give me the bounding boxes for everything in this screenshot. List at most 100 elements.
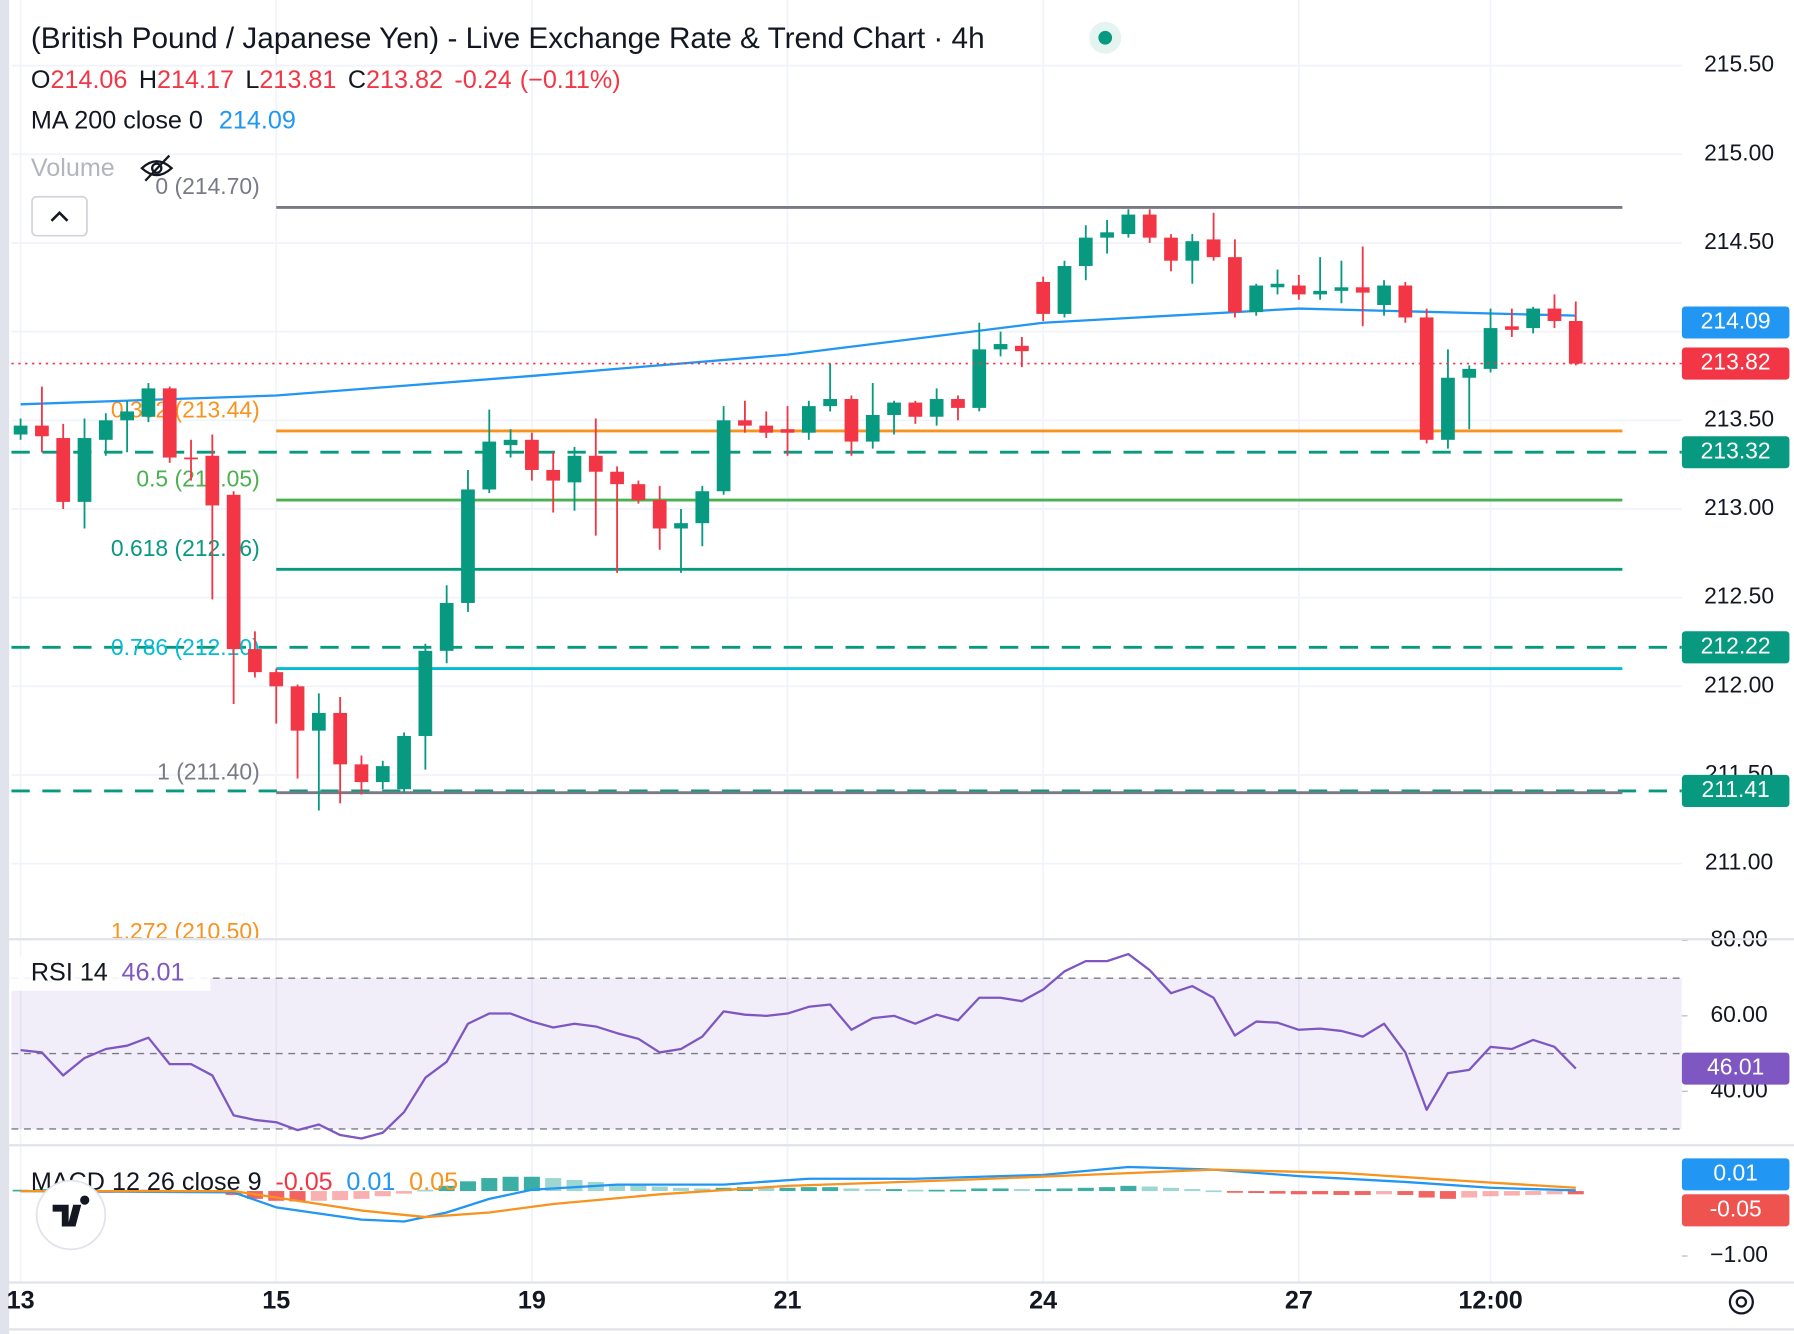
macd-histogram-bar	[438, 1185, 455, 1192]
rsi-tick-label: 60.00	[1710, 1001, 1767, 1027]
rsi-value: 46.01	[122, 958, 185, 986]
candle-body	[865, 414, 880, 442]
macd-histogram-bar	[1312, 1191, 1329, 1195]
candle-body	[1206, 239, 1221, 258]
ohlc-label: O	[31, 66, 51, 94]
macd-histogram-bar	[630, 1185, 647, 1192]
chart-title: (British Pound / Japanese Yen) - Live Ex…	[31, 22, 985, 55]
macd-histogram-bar	[566, 1180, 583, 1192]
macd-hist-value: -0.05	[275, 1168, 332, 1196]
candle-body	[908, 402, 923, 417]
hidden-eye-icon[interactable]	[140, 154, 174, 182]
candle-body	[993, 344, 1008, 350]
y-tick-label: 212.50	[1704, 583, 1774, 609]
candle-body	[674, 523, 688, 529]
y-tick-label: 215.00	[1704, 139, 1774, 165]
candle-body	[1568, 320, 1583, 364]
macd-histogram-bar	[822, 1187, 839, 1192]
macd-tick-label: −1.00	[1710, 1241, 1768, 1267]
left-edge	[0, 0, 10, 1334]
macd-histogram-bar	[374, 1191, 391, 1197]
ohlc-label: H	[139, 66, 157, 94]
status-dot	[1098, 30, 1113, 45]
ohlc-value: 213.82	[366, 66, 443, 94]
macd-badge-bg	[1681, 1158, 1790, 1191]
candle-body	[205, 455, 220, 506]
macd-histogram-bar	[971, 1188, 988, 1192]
x-tick-label: 12:00	[1458, 1287, 1522, 1315]
macd-histogram-bar	[1482, 1191, 1499, 1197]
collapse-button[interactable]	[31, 195, 88, 237]
y-tick-label: 213.50	[1704, 405, 1774, 431]
candle-body	[141, 388, 156, 417]
candle-body	[184, 457, 198, 460]
macd-pane	[12, 1165, 1584, 1223]
macd-histogram-bar	[1077, 1187, 1094, 1192]
candle-body	[1462, 368, 1477, 378]
rsi-badge-bg	[1681, 1052, 1790, 1085]
macd-histogram-bar	[1035, 1189, 1052, 1192]
macd-histogram-bar	[779, 1187, 796, 1192]
macd-legend: MACD 12 26 close 9 -0.05 0.01 0.05	[31, 1168, 458, 1196]
candle-body	[1100, 232, 1114, 238]
candle-body	[162, 388, 177, 458]
macd-histogram-bar	[694, 1188, 711, 1192]
candle-body	[1121, 214, 1136, 235]
macd-histogram-bar	[992, 1188, 1009, 1192]
ohlc-value: 214.06	[50, 66, 127, 94]
candle-body	[98, 420, 113, 440]
macd-histogram-bar	[1525, 1191, 1542, 1195]
candle-body	[1057, 266, 1072, 314]
macd-badge: 0.01	[1713, 1159, 1758, 1185]
candle-body	[1142, 214, 1157, 238]
ma-line	[20, 307, 1576, 406]
candle-body	[695, 491, 710, 524]
candle-body	[546, 469, 561, 481]
candle-body	[1504, 326, 1519, 330]
candle-body	[801, 406, 816, 433]
candle-body	[951, 399, 965, 408]
level-badge-bg	[1681, 774, 1790, 807]
candle-body	[716, 420, 731, 492]
candle-body	[1483, 328, 1498, 369]
macd-histogram-bar	[310, 1191, 327, 1201]
signal-value: 0.05	[409, 1168, 458, 1196]
candle-body	[1249, 285, 1264, 313]
ma-badge-bg	[1681, 306, 1790, 339]
macd-histogram-bar	[949, 1189, 966, 1192]
macd-histogram-bar	[1503, 1191, 1520, 1196]
candle-body	[738, 420, 752, 426]
ohlc-value: 213.81	[259, 66, 336, 94]
macd-histogram-bar	[843, 1188, 860, 1192]
candle-body	[1398, 285, 1413, 318]
y-tick-label: 214.50	[1704, 228, 1774, 254]
macd-histogram-bar	[1184, 1189, 1201, 1192]
candle-body	[610, 471, 624, 485]
fib-label: 0 (214.70)	[155, 173, 259, 199]
collapse-icon	[50, 211, 69, 222]
candle-body	[56, 438, 71, 502]
macd-histogram-bar	[1418, 1191, 1435, 1198]
macd-histogram-bar	[353, 1191, 370, 1199]
macd-histogram-bar	[673, 1187, 690, 1192]
candle-body	[333, 712, 348, 765]
histogram-badge: -0.05	[1710, 1195, 1762, 1221]
macd-histogram-bar	[651, 1186, 668, 1192]
fib-label: 1 (211.40)	[157, 758, 260, 784]
ohlc-row: O214.06 H214.17 L213.81 C213.82 -0.24 (−0.11%…	[31, 66, 621, 94]
candle-body	[588, 455, 603, 472]
candle-body	[1355, 287, 1370, 293]
macd-line	[20, 1165, 1576, 1223]
macd-histogram-bar	[1141, 1186, 1158, 1192]
axes: 13 15 19 21 24 27 12:00211.00211.50212.00212.5…	[7, 51, 1790, 1315]
candle-body	[652, 500, 667, 529]
ohlc-label: L	[245, 66, 259, 94]
fib-label: 1.272 (210.50)	[111, 918, 260, 944]
candle-body	[1185, 241, 1200, 261]
rsi-pane	[11, 952, 1682, 1140]
rsi-legend: RSI 14 46.01	[31, 958, 185, 986]
macd-histogram-bar	[1056, 1188, 1073, 1192]
candle-body	[887, 402, 901, 415]
settings-icon[interactable]	[1728, 1289, 1754, 1315]
